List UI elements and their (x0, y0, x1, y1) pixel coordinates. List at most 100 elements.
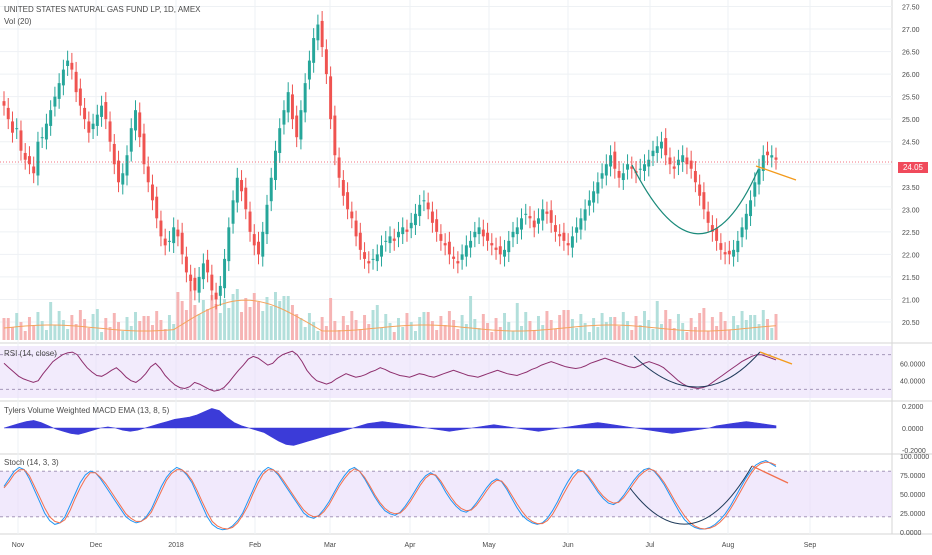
candle-body (66, 60, 70, 66)
volume-bar (558, 315, 562, 340)
volume-bar (363, 315, 367, 340)
stoch-pane (0, 460, 892, 531)
x-tick-label-jun: Jun (562, 542, 573, 549)
volume-bar (316, 331, 320, 340)
candle-body (702, 192, 706, 210)
candle-body (83, 107, 87, 120)
candle-body (78, 88, 82, 106)
candle-body (2, 101, 6, 106)
volume-bar (61, 320, 65, 340)
volume-bar (520, 326, 523, 340)
volume-bar (655, 301, 659, 340)
volume-bar (218, 313, 222, 340)
candle-body (655, 146, 659, 153)
volume-bar (659, 324, 663, 340)
volume-bar (121, 331, 125, 340)
candle-body (307, 60, 311, 80)
volume-bar (587, 332, 591, 340)
volume-bar (435, 330, 439, 340)
price-tick-22.50: 22.50 (902, 230, 920, 237)
candle-body (337, 157, 341, 178)
price-tick-21.00: 21.00 (902, 297, 920, 304)
volume-bar (66, 329, 70, 340)
volume-bar (562, 310, 566, 340)
price-tick-26.00: 26.00 (902, 72, 920, 79)
candle-body (142, 133, 146, 165)
candle-body (430, 211, 434, 223)
volume-bar (371, 310, 375, 340)
macd-tick--0.2000: -0.2000 (902, 448, 926, 455)
volume-bar (770, 328, 774, 340)
volume-bar (87, 328, 91, 340)
overlay-lines (0, 161, 892, 235)
cup-curve (631, 164, 759, 235)
candle-body (329, 76, 333, 120)
candle-body (371, 258, 375, 260)
volume-bar (223, 299, 227, 340)
volume-bar (490, 332, 494, 340)
candle-body (248, 211, 252, 232)
candle-body (104, 102, 108, 120)
candle-body (774, 157, 778, 160)
volume-bar (380, 328, 383, 340)
candle-body (269, 177, 273, 202)
stoch-tick-100.0000: 100.0000 (900, 454, 929, 461)
candle-body (167, 240, 171, 242)
volume-bar (536, 316, 540, 340)
volume-bar (341, 316, 345, 340)
candle-body (668, 157, 672, 165)
volume-bar (282, 296, 286, 340)
candle-body (392, 238, 396, 241)
volume-bar (634, 316, 638, 340)
candle-body (405, 229, 409, 232)
volume-bar (761, 310, 765, 340)
macd-label: Tylers Volume Weighted MACD EMA (13, 8, … (4, 406, 170, 415)
volume-bar (498, 327, 502, 340)
macd-tick-0.2000: 0.2000 (902, 404, 924, 411)
x-tick-label-2018: 2018 (168, 542, 184, 549)
volume-bar (643, 311, 646, 340)
candle-body (388, 236, 392, 244)
volume-bar (774, 314, 778, 340)
candle-body (117, 160, 121, 183)
candle-body (333, 115, 337, 156)
volume-bar (125, 317, 129, 340)
candle-body (575, 227, 579, 233)
candle-body (70, 62, 74, 70)
candle-body (719, 243, 723, 250)
candle-body (626, 164, 630, 170)
volume-bar (609, 317, 613, 340)
volume-bar (626, 321, 630, 340)
candle-body (447, 241, 451, 255)
volume-bar (443, 325, 447, 340)
stoch-cup-curve (629, 465, 753, 525)
candle-body (299, 110, 303, 140)
volume-bar (566, 310, 570, 340)
volume-bar (74, 324, 78, 340)
candle-body (397, 231, 400, 238)
candle-body (570, 236, 574, 248)
volume-bar (227, 308, 231, 340)
volume-bar (715, 326, 719, 340)
candle-body (553, 225, 557, 232)
candle-body (418, 204, 422, 217)
volume-bar (244, 298, 248, 340)
stoch-tick-25.0000: 25.0000 (900, 511, 925, 518)
candle-body (753, 182, 757, 197)
volume-bar (405, 313, 409, 340)
volume-bar (464, 324, 468, 340)
candle-body (129, 128, 133, 152)
candle-body (536, 218, 540, 224)
candle-body (108, 121, 112, 142)
candle-body (350, 211, 354, 219)
candle-body (278, 128, 282, 153)
volume-bar (290, 305, 294, 340)
candle-body (27, 156, 31, 165)
x-tick-label-dec: Dec (90, 542, 103, 549)
volume-bar (613, 317, 617, 340)
volume-bar (53, 325, 57, 340)
candle-body (715, 228, 719, 241)
volume-bar (240, 312, 244, 340)
